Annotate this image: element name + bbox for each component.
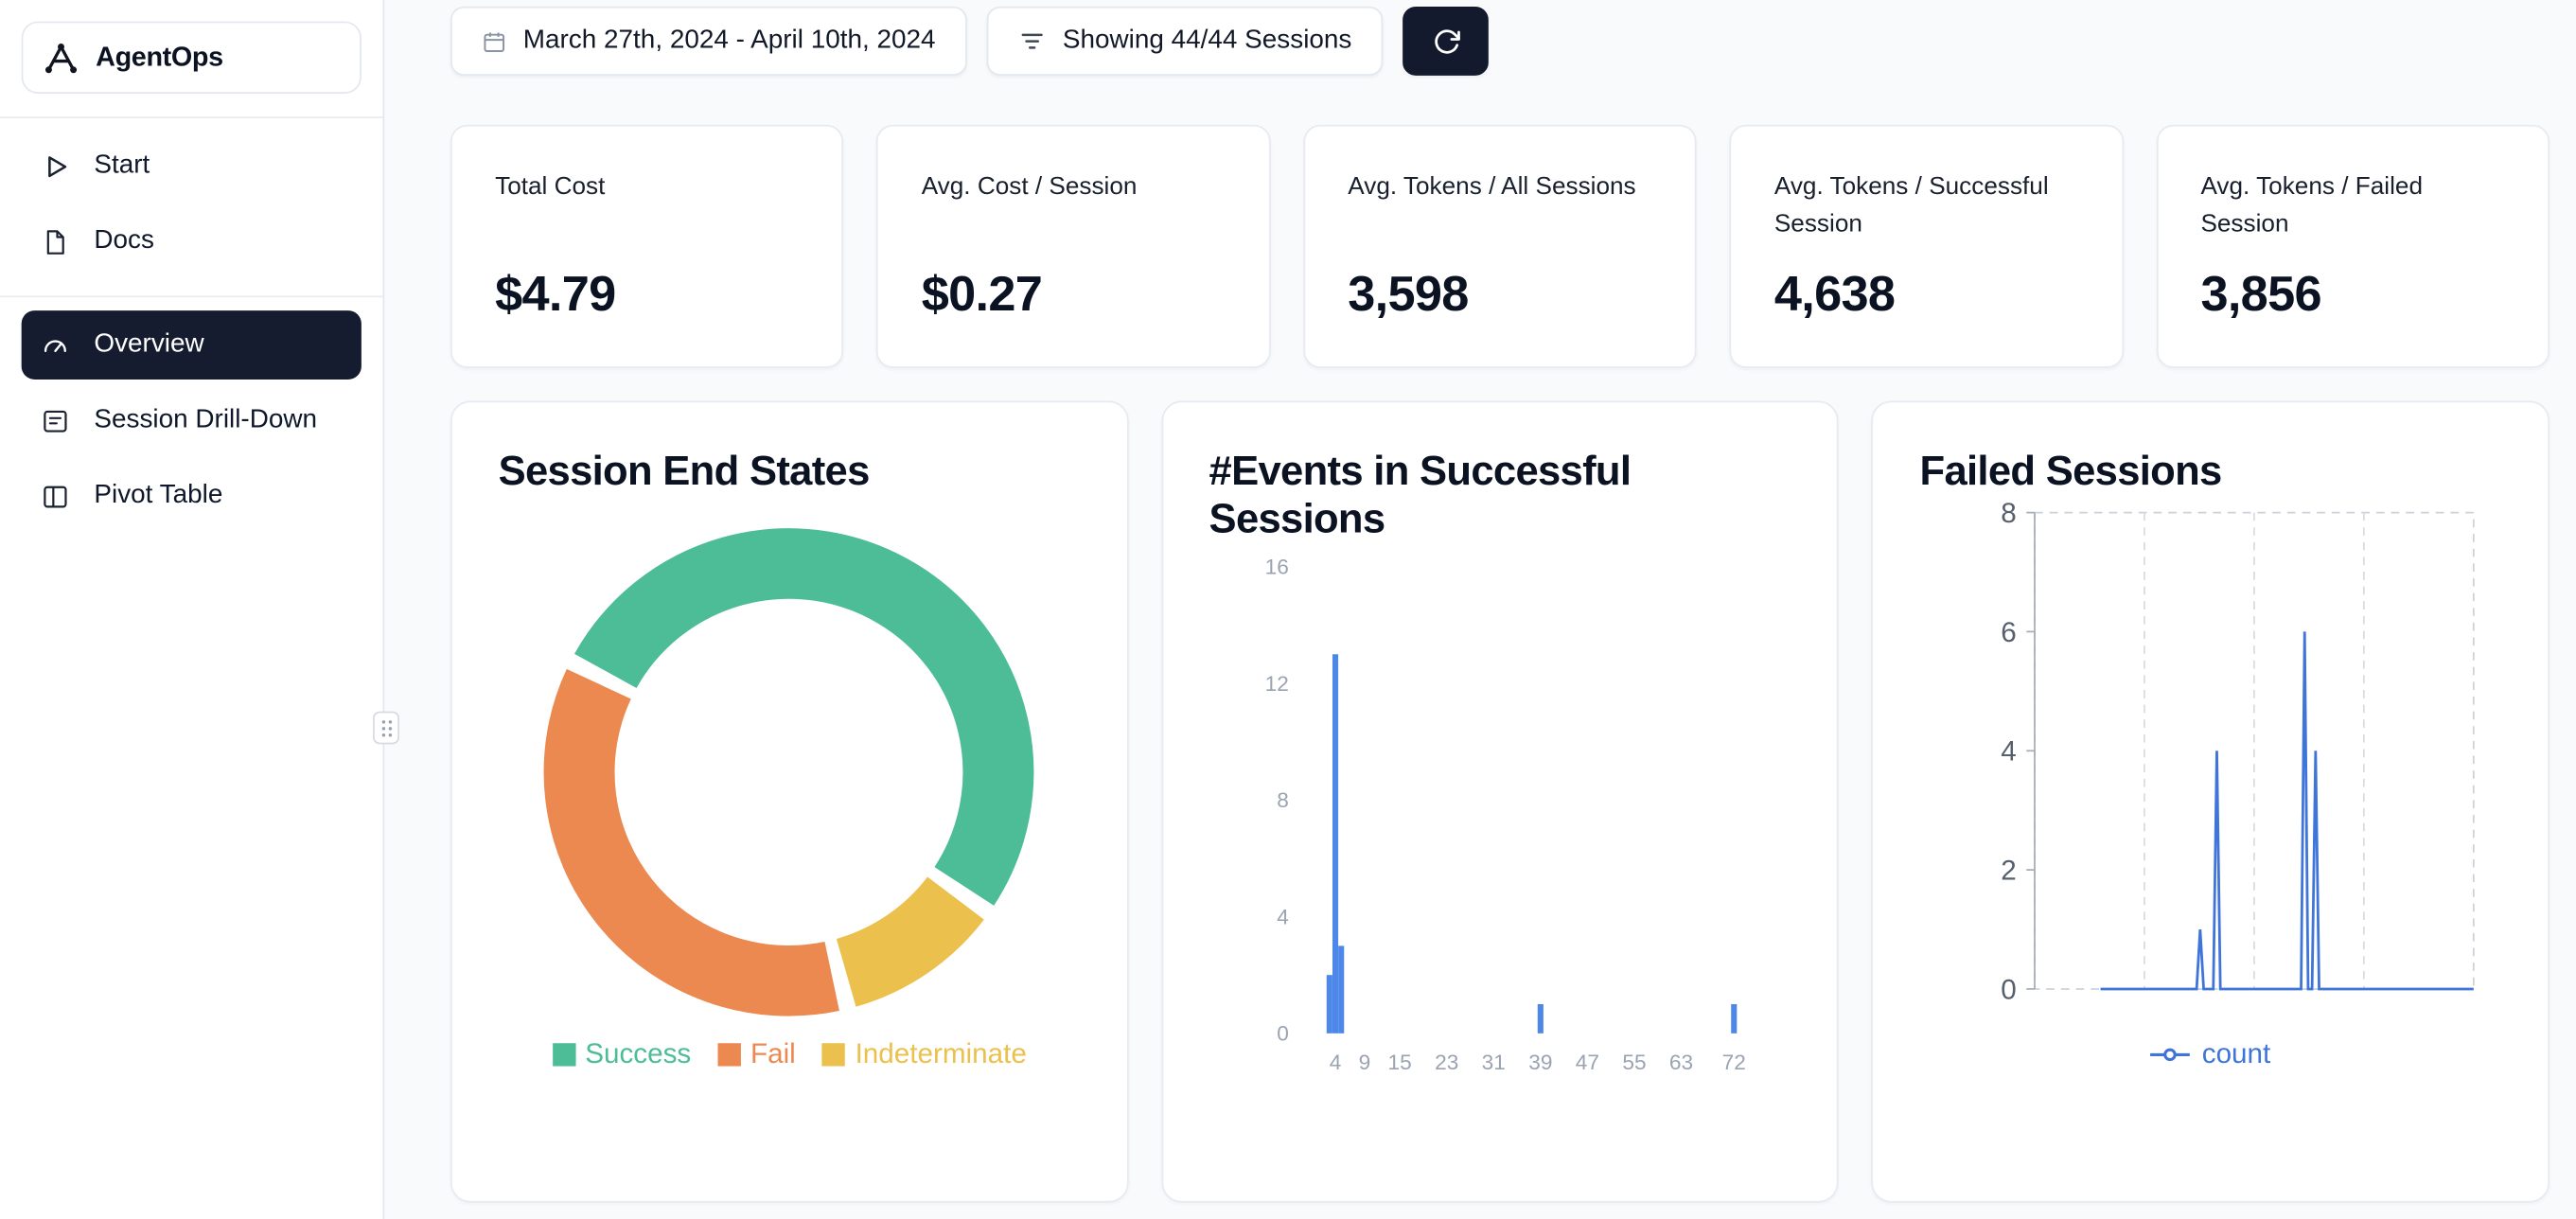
sidebar-item-label: Start bbox=[94, 150, 150, 180]
chart-title: #Events in Successful Sessions bbox=[1209, 448, 1632, 542]
line-legend-marker-icon bbox=[2150, 1048, 2191, 1061]
svg-text:0: 0 bbox=[1277, 1021, 1289, 1045]
stat-label: Avg. Tokens / All Sessions bbox=[1348, 172, 1636, 201]
legend-item-fail[interactable]: Fail bbox=[717, 1038, 796, 1071]
stat-label: Avg. Tokens / Successful Session bbox=[1773, 172, 2049, 238]
legend-swatch bbox=[821, 1042, 846, 1067]
svg-text:12: 12 bbox=[1264, 671, 1288, 695]
legend-label: Success bbox=[585, 1037, 692, 1069]
donut-chart bbox=[499, 525, 1081, 1018]
svg-text:8: 8 bbox=[1277, 787, 1289, 811]
brand-card[interactable]: AgentOps bbox=[21, 21, 362, 94]
legend-label: Fail bbox=[750, 1037, 796, 1069]
toolbar: March 27th, 2024 - April 10th, 2024 Show… bbox=[450, 6, 2550, 76]
svg-text:2: 2 bbox=[2002, 855, 2017, 886]
sidebar-divider bbox=[0, 295, 383, 298]
main-content: March 27th, 2024 - April 10th, 2024 Show… bbox=[386, 0, 2576, 1219]
stat-card-total-cost: Total Cost $4.79 bbox=[450, 124, 844, 368]
calendar-icon bbox=[482, 28, 506, 53]
line-legend-label: count bbox=[2201, 1037, 2271, 1069]
chart-title: Session End States bbox=[498, 448, 871, 495]
svg-text:55: 55 bbox=[1622, 1050, 1646, 1073]
pivot-table-icon bbox=[38, 481, 71, 512]
sidebar-nav-main: Overview Session Drill-Down bbox=[0, 310, 383, 531]
legend-swatch bbox=[552, 1042, 575, 1067]
stat-value: $0.27 bbox=[921, 267, 1043, 323]
sessions-filter-button[interactable]: Showing 44/44 Sessions bbox=[986, 6, 1384, 76]
filter-icon bbox=[1018, 27, 1047, 56]
charts-row: Session End States Success Fail Indetermin… bbox=[450, 400, 2550, 1203]
legend-label: Indeterminate bbox=[855, 1037, 1027, 1069]
sidebar: AgentOps Start Docs bbox=[0, 0, 385, 1219]
stat-card-avg-tokens-failed: Avg. Tokens / Failed Session 3,856 bbox=[2156, 124, 2550, 368]
sidebar-item-label: Overview bbox=[94, 329, 204, 359]
legend-item-indeterminate[interactable]: Indeterminate bbox=[821, 1037, 1027, 1071]
line-chart-svg: 0 2 4 6 8 bbox=[2002, 498, 2476, 1005]
sidebar-divider bbox=[0, 116, 383, 118]
failed-sessions-card: Failed Sessions 0 2 4 6 8 count bbox=[1871, 400, 2550, 1203]
sidebar-item-docs[interactable]: Docs bbox=[22, 207, 362, 276]
stat-value: 4,638 bbox=[1773, 267, 1896, 323]
grip-dots-icon bbox=[380, 719, 392, 736]
svg-text:15: 15 bbox=[1387, 1050, 1411, 1073]
svg-text:9: 9 bbox=[1358, 1050, 1370, 1073]
gauge-icon bbox=[38, 329, 71, 361]
play-icon bbox=[38, 150, 71, 182]
svg-text:0: 0 bbox=[2002, 974, 2017, 1005]
svg-text:72: 72 bbox=[1721, 1050, 1745, 1073]
stat-card-avg-tokens-all: Avg. Tokens / All Sessions 3,598 bbox=[1303, 124, 1697, 368]
donut-legend: Success Fail Indeterminate bbox=[499, 1038, 1081, 1071]
donut-chart-svg bbox=[544, 527, 1034, 1016]
brand-name: AgentOps bbox=[96, 42, 223, 72]
refresh-icon bbox=[1430, 26, 1461, 57]
stat-value: 3,598 bbox=[1348, 267, 1469, 323]
refresh-button[interactable] bbox=[1403, 6, 1490, 76]
drilldown-icon bbox=[38, 405, 71, 436]
svg-text:23: 23 bbox=[1435, 1050, 1458, 1073]
sidebar-item-label: Session Drill-Down bbox=[94, 405, 318, 434]
stat-card-avg-cost-session: Avg. Cost / Session $0.27 bbox=[876, 124, 1271, 368]
svg-text:16: 16 bbox=[1264, 555, 1288, 578]
stat-label: Avg. Tokens / Failed Session bbox=[2200, 172, 2424, 238]
svg-text:4: 4 bbox=[1277, 905, 1289, 928]
svg-text:63: 63 bbox=[1668, 1050, 1692, 1073]
legend-swatch bbox=[717, 1042, 741, 1067]
sidebar-item-pivot-table[interactable]: Pivot Table bbox=[22, 462, 362, 531]
agentops-logo-icon bbox=[43, 40, 79, 76]
stat-label: Avg. Cost / Session bbox=[921, 172, 1138, 201]
svg-text:4: 4 bbox=[1329, 1050, 1341, 1073]
chart-title: Failed Sessions bbox=[1919, 448, 2223, 495]
events-successful-sessions-card: #Events in Successful Sessions 0 4 8 12 16 4 9… bbox=[1160, 400, 1840, 1203]
stat-label: Total Cost bbox=[495, 172, 606, 201]
sessions-filter-label: Showing 44/44 Sessions bbox=[1062, 26, 1352, 55]
svg-text:39: 39 bbox=[1528, 1050, 1552, 1073]
document-icon bbox=[38, 226, 71, 257]
sidebar-resize-handle[interactable] bbox=[373, 711, 399, 745]
sidebar-item-overview[interactable]: Overview bbox=[21, 310, 362, 380]
svg-text:31: 31 bbox=[1481, 1050, 1505, 1073]
date-range-button[interactable]: March 27th, 2024 - April 10th, 2024 bbox=[450, 6, 967, 76]
sidebar-item-label: Docs bbox=[94, 226, 154, 256]
stats-row: Total Cost $4.79 Avg. Cost / Session $0.… bbox=[450, 124, 2550, 368]
sidebar-nav-top: Start Docs bbox=[0, 132, 383, 276]
stat-value: $4.79 bbox=[495, 267, 616, 323]
svg-text:8: 8 bbox=[2002, 498, 2017, 529]
svg-text:4: 4 bbox=[2002, 735, 2017, 767]
session-end-states-card: Session End States Success Fail Indetermin… bbox=[450, 400, 1129, 1203]
stat-card-avg-tokens-successful: Avg. Tokens / Successful Session 4,638 bbox=[1729, 124, 2124, 368]
line-legend-item[interactable]: count bbox=[1920, 1038, 2502, 1071]
svg-text:6: 6 bbox=[2002, 616, 2017, 647]
svg-text:47: 47 bbox=[1575, 1050, 1598, 1073]
legend-item-success[interactable]: Success bbox=[552, 1038, 691, 1071]
sidebar-item-start[interactable]: Start bbox=[22, 132, 362, 201]
sidebar-item-label: Pivot Table bbox=[94, 481, 223, 510]
sidebar-item-session-drill-down[interactable]: Session Drill-Down bbox=[22, 386, 362, 455]
stat-value: 3,856 bbox=[2200, 267, 2321, 323]
date-range-label: March 27th, 2024 - April 10th, 2024 bbox=[522, 26, 936, 55]
